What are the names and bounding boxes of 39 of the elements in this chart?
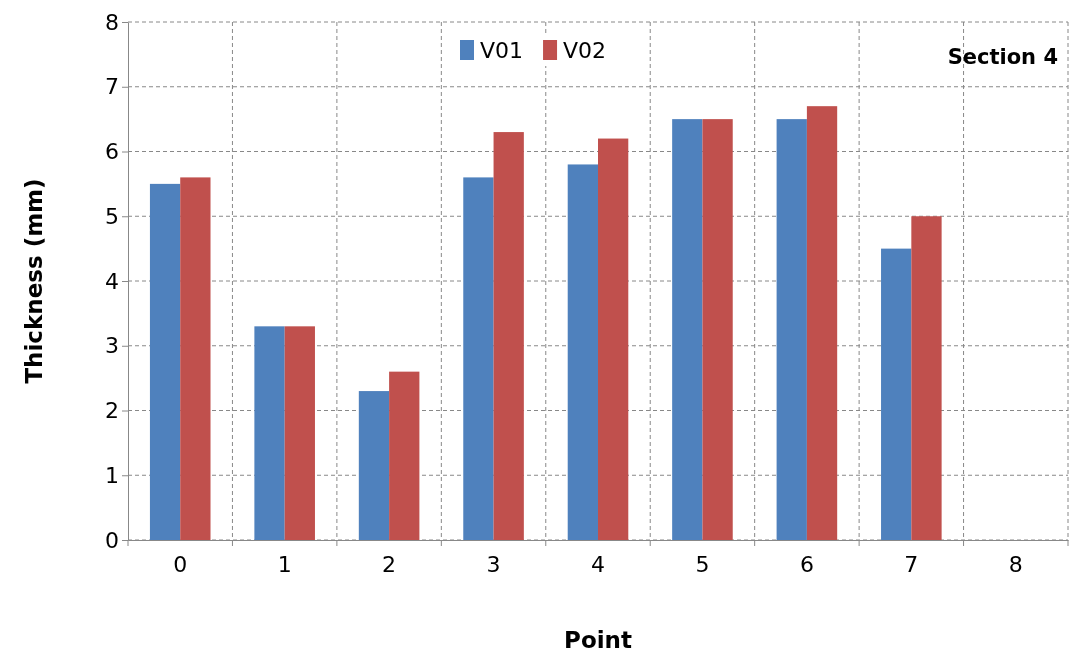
bar xyxy=(702,119,733,540)
x-tick-label: 1 xyxy=(277,551,292,577)
annotation: Section 4 xyxy=(947,45,1058,69)
x-tick-label: 5 xyxy=(695,551,710,577)
x-tick-label: 7 xyxy=(904,551,919,577)
bar xyxy=(881,248,912,540)
y-tick-label: 1 xyxy=(105,462,119,488)
y-tick-label: 0 xyxy=(105,527,119,553)
bar xyxy=(463,177,494,540)
bar xyxy=(493,132,524,540)
bar xyxy=(358,391,390,540)
bar xyxy=(806,106,838,540)
bar xyxy=(911,216,942,540)
bar xyxy=(149,183,181,540)
bar xyxy=(672,119,703,540)
y-tick-label: 3 xyxy=(105,333,119,359)
y-tick-label: 2 xyxy=(105,398,119,424)
legend-label: V01 xyxy=(480,38,524,63)
y-axis-title: Thickness (mm) xyxy=(21,178,47,384)
y-tick-label: 8 xyxy=(105,9,119,35)
bar xyxy=(598,138,629,540)
y-tick-label: 6 xyxy=(105,139,119,165)
legend-label: V02 xyxy=(563,38,607,63)
x-tick-label: 3 xyxy=(486,551,501,577)
bar xyxy=(389,371,420,540)
bar xyxy=(254,326,285,540)
x-tick-label: 0 xyxy=(173,551,188,577)
bar xyxy=(567,164,598,540)
x-tick-label: 4 xyxy=(591,551,605,577)
y-tick-label: 7 xyxy=(105,74,119,100)
bar xyxy=(284,326,315,540)
x-tick-label: 8 xyxy=(1008,551,1023,577)
bar xyxy=(180,177,211,540)
y-tick-label: 4 xyxy=(105,268,119,294)
x-axis-title: Point xyxy=(564,627,632,653)
bar xyxy=(776,119,807,540)
x-tick-label: 6 xyxy=(799,551,814,577)
x-tick-label: 2 xyxy=(382,551,397,577)
y-tick-label: 5 xyxy=(105,203,119,229)
